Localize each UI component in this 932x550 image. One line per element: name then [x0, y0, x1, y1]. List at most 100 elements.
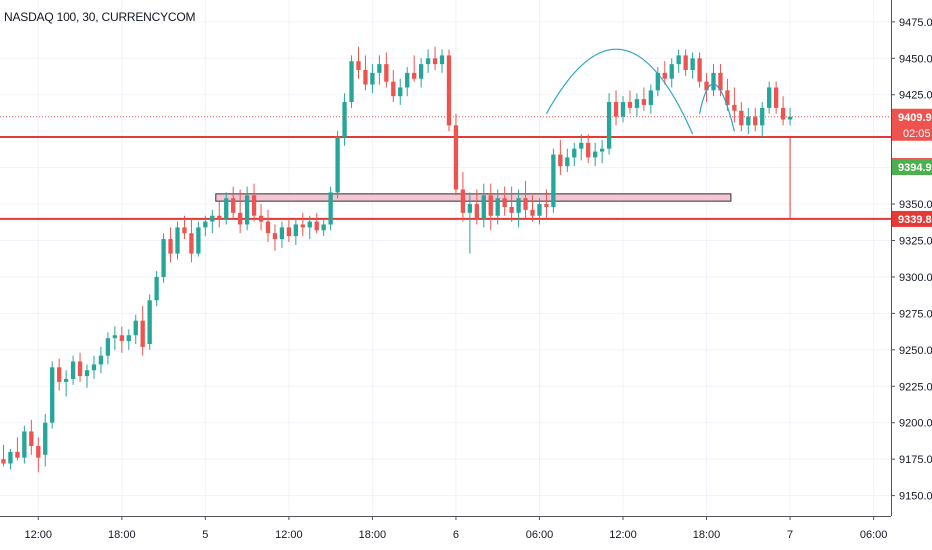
y-tick-label: 9225.0	[899, 381, 932, 393]
candle-body	[690, 58, 695, 70]
candle-body	[342, 102, 347, 138]
candle-up	[634, 93, 640, 117]
candle-up	[203, 215, 208, 237]
candle-up	[342, 93, 347, 146]
y-tick: 9425.0	[891, 90, 932, 102]
candle-body	[154, 276, 159, 301]
candle-up	[147, 294, 152, 350]
candle-body	[196, 227, 201, 254]
y-tick: 9475.0	[891, 17, 932, 29]
x-tick: 12:00	[609, 516, 637, 541]
candle-body	[599, 148, 605, 152]
candle-body	[460, 189, 466, 213]
x-tick: 7	[787, 516, 793, 541]
candle-body	[669, 64, 674, 79]
candle-down	[523, 180, 528, 219]
y-tick-label: 9300.0	[899, 272, 932, 284]
y-tick-label: 9250.0	[899, 345, 932, 357]
candle-body	[258, 215, 264, 222]
candle-body	[36, 446, 41, 458]
candle-down	[384, 52, 389, 88]
candle-up	[398, 78, 403, 105]
candle-body	[544, 204, 549, 207]
candle-up	[655, 67, 660, 97]
candle-body	[439, 55, 445, 65]
candle-body	[182, 227, 187, 234]
candle-down	[251, 183, 257, 222]
candle-body	[662, 72, 667, 79]
candle-down	[36, 437, 41, 473]
candle-up	[572, 142, 577, 167]
candle-up	[787, 107, 793, 126]
y-tick: 9300.0	[891, 272, 932, 284]
candle-up	[711, 64, 716, 97]
candle-down	[773, 81, 779, 114]
candle-up	[690, 52, 695, 79]
candle-down	[474, 189, 479, 225]
candle-body	[523, 198, 528, 210]
green-price-label: 9394.9	[892, 159, 932, 176]
x-tick-label: 06:00	[526, 529, 554, 541]
green-price-label-text: 9394.9	[898, 162, 932, 174]
candle-up	[767, 81, 772, 114]
candle-down	[627, 90, 633, 114]
candle-up	[98, 346, 104, 374]
candle-body	[133, 320, 138, 336]
x-tick: 18:00	[693, 516, 720, 541]
candle-body	[349, 61, 354, 103]
candle-body	[453, 125, 459, 190]
y-tick: 9350.0	[891, 199, 932, 211]
candle-up	[321, 218, 326, 237]
candle-body	[57, 367, 62, 382]
candle-up	[516, 189, 521, 228]
candle-body	[502, 198, 507, 207]
x-tick-label: 18:00	[359, 529, 387, 541]
candle-body	[370, 72, 375, 85]
candle-body	[356, 61, 361, 70]
candle-body	[147, 300, 152, 344]
candle-body	[606, 102, 612, 149]
candle-up	[418, 58, 424, 88]
x-tick-label: 7	[787, 529, 793, 541]
candle-up	[760, 102, 765, 138]
candle-body	[683, 55, 688, 70]
grid	[0, 0, 891, 516]
candle-up	[495, 189, 500, 225]
green-price-label-bg	[892, 159, 932, 176]
candle-down	[265, 209, 271, 242]
candle-up	[279, 221, 285, 248]
candle-up	[669, 58, 674, 88]
candle-body	[432, 58, 438, 65]
candle-body	[732, 104, 737, 111]
y-tick-label: 9150.0	[899, 491, 932, 503]
candle-body	[641, 99, 647, 105]
candle-body	[780, 107, 786, 120]
candle-body	[391, 81, 396, 97]
candle-up	[425, 49, 431, 73]
candle-up	[648, 84, 654, 114]
last-price-label-countdown: 02:05	[903, 128, 931, 140]
candle-body	[516, 198, 521, 213]
candle-body	[481, 195, 486, 219]
candles	[1, 46, 793, 473]
level-label-lower: 9339.8	[892, 210, 932, 227]
candle-body	[773, 87, 779, 108]
candle-up	[579, 134, 584, 161]
candle-up	[70, 355, 76, 385]
candle-up	[91, 355, 97, 379]
candle-down	[119, 326, 124, 353]
candle-body	[746, 116, 751, 126]
x-tick: 06:00	[526, 516, 554, 541]
candle-body	[412, 72, 417, 79]
x-tick: 18:00	[108, 516, 136, 541]
x-tick-label: 6	[453, 529, 459, 541]
candle-body	[725, 90, 730, 105]
x-tick: 06:00	[860, 516, 887, 541]
curve-arc	[545, 48, 694, 135]
candle-body	[328, 192, 333, 225]
y-tick-label: 9450.0	[899, 53, 932, 65]
candle-body	[237, 212, 243, 225]
candle-up	[593, 142, 598, 167]
candle-body	[384, 64, 389, 82]
